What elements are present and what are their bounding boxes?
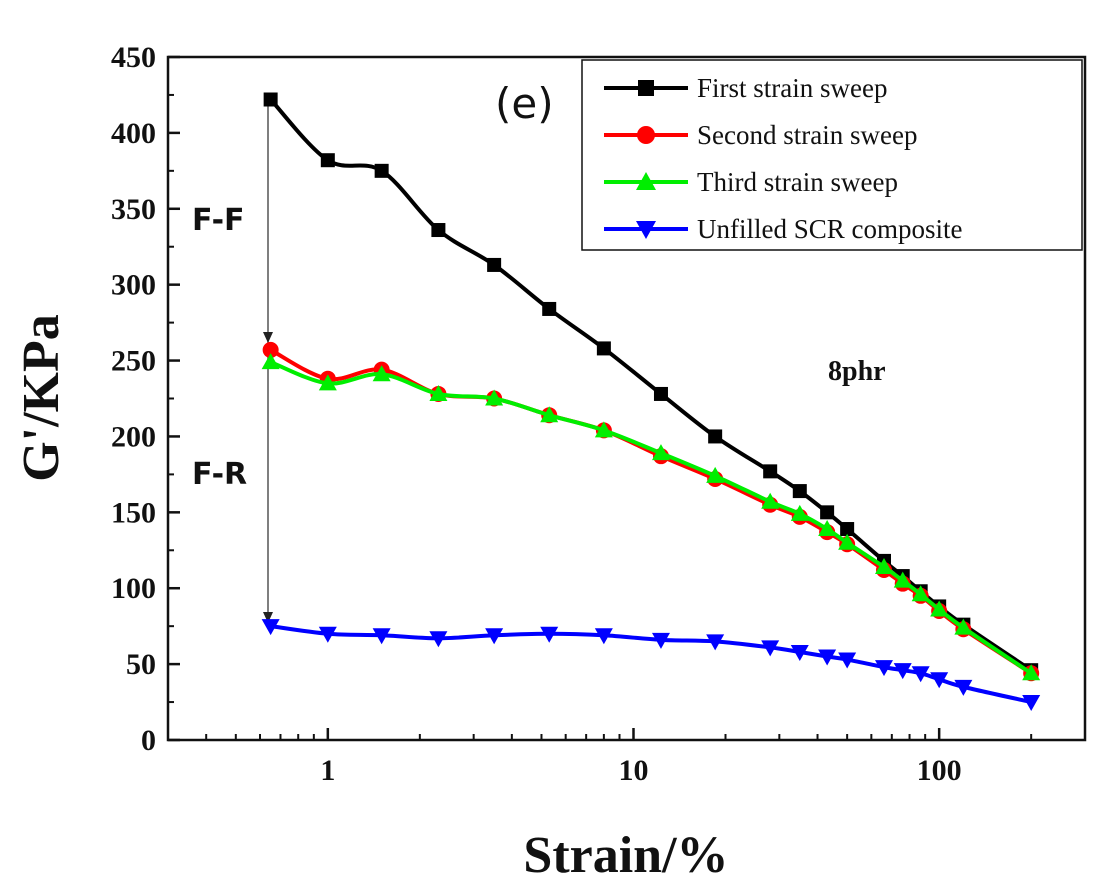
- legend-item: First strain sweep: [604, 73, 887, 103]
- data-point: [594, 628, 613, 645]
- data-point: [875, 557, 894, 574]
- data-point: [761, 640, 780, 657]
- data-point: [790, 644, 809, 661]
- fr-arrow-head-icon: [263, 612, 273, 623]
- data-point: [372, 628, 391, 645]
- data-point: [485, 628, 504, 645]
- data-point: [596, 341, 611, 356]
- data-point: [263, 92, 278, 107]
- y-axis-title: G'/KPa: [13, 314, 70, 482]
- data-point: [318, 374, 337, 391]
- legend-label: First strain sweep: [697, 73, 887, 103]
- data-point: [875, 660, 894, 677]
- data-point: [818, 649, 837, 666]
- data-point: [930, 672, 949, 689]
- legend-marker-icon: [638, 80, 654, 96]
- y-tick-label: 0: [141, 724, 156, 757]
- legend-box: [581, 59, 1083, 251]
- data-point: [320, 153, 335, 168]
- annotation-ff: F-F: [192, 203, 245, 238]
- series-line: [269, 348, 1033, 675]
- data-point: [261, 619, 280, 636]
- axes: 0 50 100 150 200 250 300 350 400 450 1 10 100: [111, 41, 1033, 787]
- data-point: [374, 163, 389, 178]
- x-axis-title: Strain/%: [523, 827, 728, 884]
- data-point: [651, 632, 670, 649]
- data-point: [653, 386, 668, 401]
- data-point: [911, 666, 930, 683]
- series-line: [269, 360, 1033, 675]
- legend-marker-icon: [636, 221, 656, 239]
- data-point: [954, 679, 973, 696]
- legend-label: Second strain sweep: [697, 120, 917, 150]
- legend-label: Unfilled SCR composite: [697, 214, 963, 244]
- data-point: [542, 301, 557, 316]
- data-point: [706, 466, 725, 483]
- series-unfilled-scr-composite: [261, 619, 1041, 712]
- legend-marker-icon: [636, 172, 656, 190]
- data-point: [1022, 695, 1041, 712]
- series-third-strain-sweep: [261, 353, 1041, 681]
- legend-marker-icon: [637, 126, 655, 144]
- y-tick-label: 150: [111, 496, 156, 529]
- y-tick-label: 200: [111, 420, 156, 453]
- data-point: [930, 600, 949, 617]
- legend-item: Unfilled SCR composite: [604, 214, 963, 244]
- data-point: [893, 663, 912, 680]
- y-tick-label: 100: [111, 572, 156, 605]
- data-point: [820, 505, 835, 520]
- data-point: [318, 626, 337, 643]
- data-point: [840, 522, 855, 537]
- legend-item: Second strain sweep: [604, 120, 917, 150]
- data-point: [954, 618, 973, 635]
- data-point: [262, 341, 279, 358]
- series-layer: [261, 92, 1041, 712]
- data-point: [540, 626, 559, 643]
- data-point: [818, 520, 837, 537]
- data-point: [763, 464, 778, 479]
- data-point: [429, 384, 448, 401]
- data-point: [261, 353, 280, 370]
- data-point: [487, 257, 502, 272]
- y-tick-label: 400: [111, 117, 156, 150]
- annotation-loading: 8phr: [828, 356, 886, 387]
- data-point: [790, 504, 809, 521]
- data-point: [761, 492, 780, 509]
- data-point: [540, 406, 559, 423]
- y-tick-label: 300: [111, 269, 156, 302]
- panel-label: (e): [495, 79, 554, 128]
- x-tick-label: 100: [917, 754, 962, 787]
- data-point: [706, 634, 725, 651]
- y-tick-label: 350: [111, 193, 156, 226]
- y-tick-label: 250: [111, 345, 156, 378]
- data-point: [838, 533, 857, 550]
- x-tick-label: 1: [320, 754, 335, 787]
- legend: First strain sweep Second strain sweep Thi…: [581, 59, 1083, 251]
- y-tick-label: 450: [111, 41, 156, 74]
- data-point: [431, 223, 446, 238]
- data-point: [372, 365, 391, 382]
- data-point: [1022, 664, 1041, 681]
- data-point: [651, 444, 670, 461]
- data-point: [893, 571, 912, 588]
- y-tick-label: 50: [126, 648, 156, 681]
- annotation-fr: F-R: [192, 457, 247, 492]
- ff-arrow-head-icon: [263, 332, 273, 343]
- x-tick-label: 10: [618, 754, 648, 787]
- legend-item: Third strain sweep: [604, 167, 898, 197]
- data-point: [429, 631, 448, 648]
- data-point: [792, 484, 807, 499]
- legend-label: Third strain sweep: [697, 167, 898, 197]
- data-point: [911, 585, 930, 602]
- data-point: [838, 652, 857, 669]
- data-point: [485, 389, 504, 406]
- data-point: [594, 421, 613, 438]
- data-point: [708, 429, 723, 444]
